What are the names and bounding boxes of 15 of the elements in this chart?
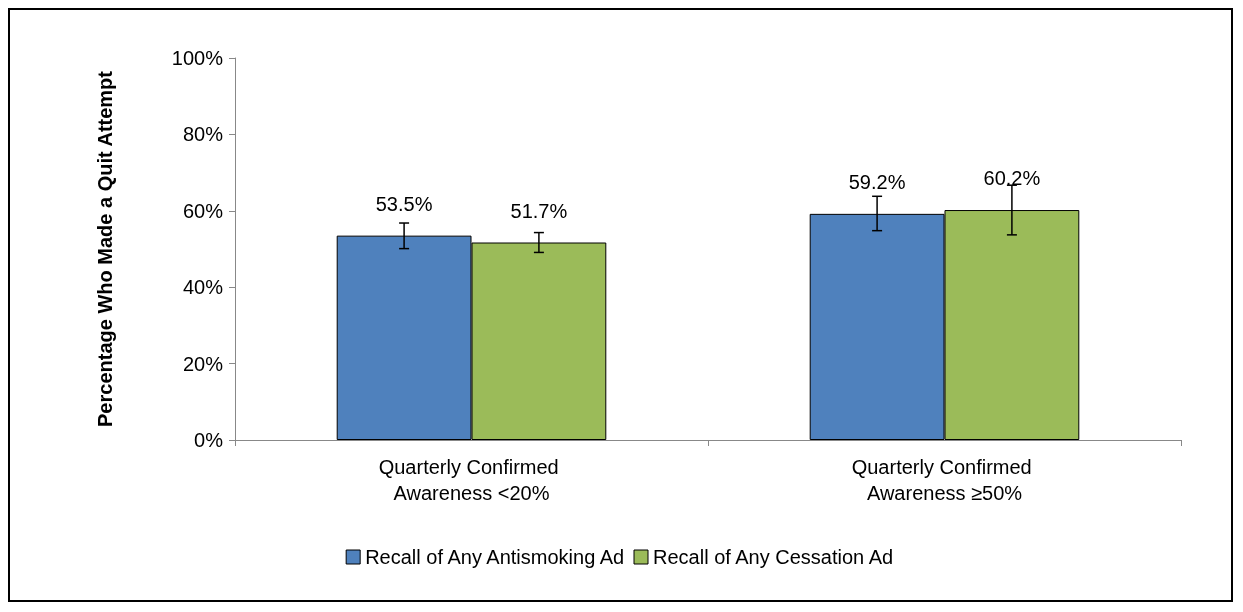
y-axis-title: Percentage Who Made a Quit Attempt: [94, 70, 116, 427]
data-label: 51.7%: [510, 199, 568, 222]
data-label: 60.2%: [983, 167, 1041, 190]
legend-label: Recall of Any Cessation Ad: [653, 546, 894, 568]
y-tick-label: 40%: [182, 276, 224, 299]
y-tick-label: 100%: [171, 47, 224, 69]
y-tick-label: 20%: [182, 352, 224, 375]
y-tick-label: 0%: [194, 429, 224, 451]
y-tick-label: 80%: [182, 123, 224, 146]
x-tick-label: Quarterly Confirmed Awareness ≥50%: [851, 456, 1038, 504]
data-label: 59.2%: [848, 170, 906, 193]
data-label: 53.5%: [375, 192, 433, 215]
x-tick-label: Quarterly Confirmed Awareness <20%: [378, 456, 565, 504]
legend-label: Recall of Any Antismoking Ad: [365, 546, 625, 568]
y-tick-label: 60%: [182, 199, 224, 222]
